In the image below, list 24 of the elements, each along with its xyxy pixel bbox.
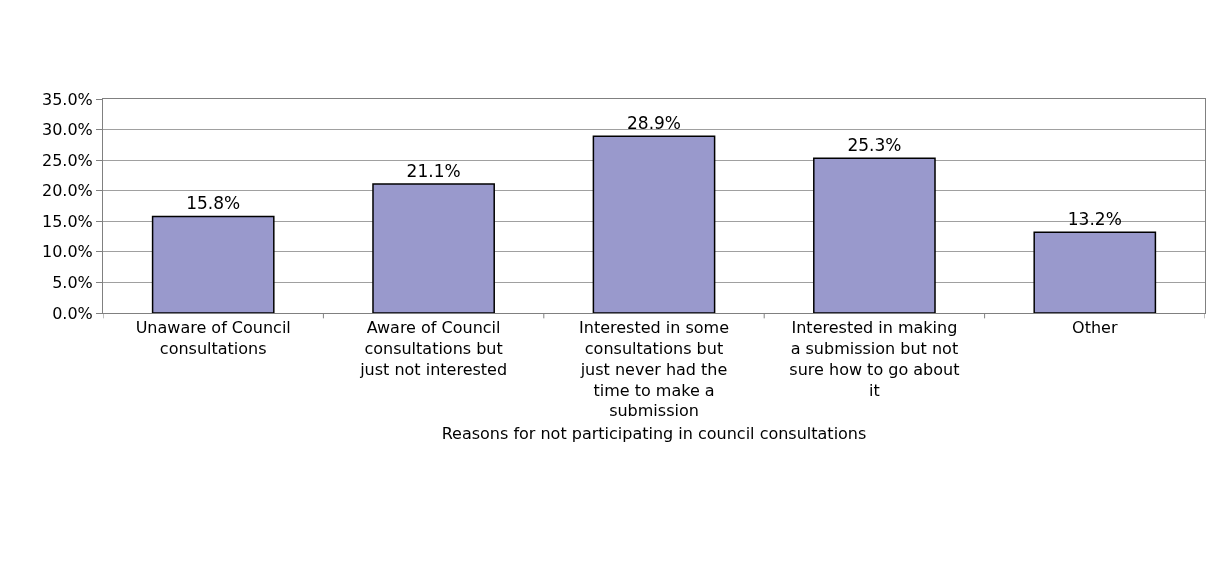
x-tick-label: Interested in making a submission but not sure how to go about it: [789, 318, 960, 400]
y-tick-label: 30.0%: [41, 120, 93, 140]
y-tick-label: 5.0%: [52, 273, 93, 293]
bar: [592, 135, 716, 313]
y-tick-label: 10.0%: [41, 242, 93, 262]
bar: [1033, 231, 1157, 313]
data-label: 15.8%: [186, 193, 241, 214]
x-tick-label: Other: [1072, 318, 1118, 338]
data-label: 28.9%: [626, 113, 682, 134]
x-tick-label: Unaware of Council consultations: [135, 318, 291, 358]
data-label: 21.1%: [406, 160, 461, 181]
x-axis-title: Reasons for not participating in council consultations: [441, 424, 867, 444]
y-tick-label: 15.0%: [41, 211, 93, 231]
bar: [813, 157, 936, 313]
y-tick-label: 0.0%: [52, 303, 93, 323]
y-tick-label: 20.0%: [41, 181, 93, 201]
bar: [372, 183, 495, 313]
bar: [151, 215, 275, 313]
y-tick-label: 35.0%: [41, 89, 93, 109]
x-tick-label: Interested in some consultations but just never had the time to make a submission: [579, 318, 729, 421]
data-label: 25.3%: [847, 135, 902, 156]
data-label: 13.2%: [1067, 209, 1122, 230]
y-tick-label: 25.0%: [41, 150, 93, 170]
x-tick-label: Aware of Council consultations but just not interested: [359, 318, 508, 379]
